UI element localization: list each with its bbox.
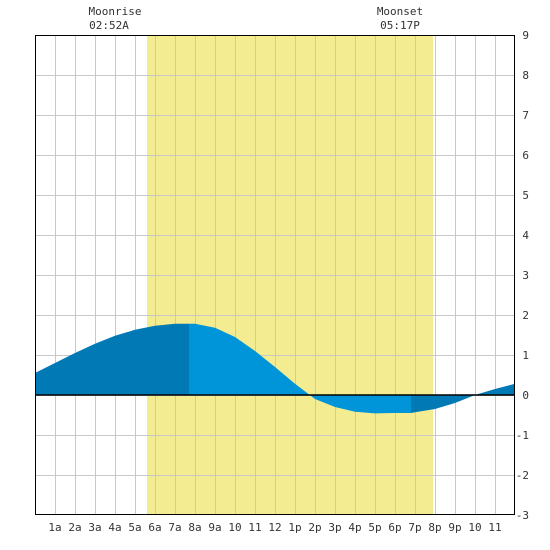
y-tick-label: 0 xyxy=(522,389,529,402)
x-tick-label: 4a xyxy=(108,521,121,534)
plot-frame-layer xyxy=(35,35,515,515)
moonrise-time: 02:52A xyxy=(89,19,129,32)
y-tick-labels: 9 8 7 6 5 4 3 2 1 0 -1 -2 -3 xyxy=(516,29,530,522)
x-tick-label: 3a xyxy=(88,521,101,534)
x-tick-label: 8a xyxy=(188,521,201,534)
moonrise-label: Moonrise xyxy=(89,5,142,18)
x-tick-label: 10 xyxy=(468,521,481,534)
x-tick-label: 9p xyxy=(448,521,461,534)
x-tick-label: 3p xyxy=(328,521,341,534)
x-tick-label: 10 xyxy=(228,521,241,534)
tide-area-segment xyxy=(189,323,411,414)
y-tick-label: 5 xyxy=(522,189,529,202)
x-tick-label: 1p xyxy=(288,521,301,534)
x-tick-label: 2p xyxy=(308,521,321,534)
y-tick-label: 2 xyxy=(522,309,529,322)
y-tick-label: -3 xyxy=(516,509,529,522)
y-tick-label: 6 xyxy=(522,149,529,162)
grid-layer xyxy=(35,35,515,515)
tide-area-segment xyxy=(35,323,189,395)
y-tick-label: 8 xyxy=(522,69,529,82)
x-tick-label: 12 xyxy=(268,521,281,534)
moonset-time: 05:17P xyxy=(380,19,420,32)
tide-area-segment xyxy=(411,383,515,413)
x-tick-label: 11 xyxy=(248,521,261,534)
tide-area-layer xyxy=(35,323,515,414)
x-tick-label: 11 xyxy=(488,521,501,534)
y-tick-label: 9 xyxy=(522,29,529,42)
x-tick-label: 4p xyxy=(348,521,361,534)
x-tick-label: 6p xyxy=(388,521,401,534)
plot-frame xyxy=(35,35,515,515)
x-tick-label: 8p xyxy=(428,521,441,534)
x-tick-label: 5a xyxy=(128,521,141,534)
y-tick-label: 4 xyxy=(522,229,529,242)
y-tick-label: -2 xyxy=(516,469,529,482)
y-tick-label: 3 xyxy=(522,269,529,282)
y-tick-label: 7 xyxy=(522,109,529,122)
x-tick-label: 7a xyxy=(168,521,181,534)
moonset-label: Moonset xyxy=(377,5,423,18)
x-tick-label: 5p xyxy=(368,521,381,534)
x-tick-label: 6a xyxy=(148,521,161,534)
y-tick-label: -1 xyxy=(516,429,529,442)
x-tick-labels: 1a 2a 3a 4a 5a 6a 7a 8a 9a 10 11 12 1p 2p 3p 4p 5p 6p 7p 8p… xyxy=(48,521,501,534)
y-tick-label: 1 xyxy=(522,349,529,362)
x-tick-label: 9a xyxy=(208,521,221,534)
x-tick-label: 1a xyxy=(48,521,61,534)
x-tick-label: 2a xyxy=(68,521,81,534)
x-tick-label: 7p xyxy=(408,521,421,534)
